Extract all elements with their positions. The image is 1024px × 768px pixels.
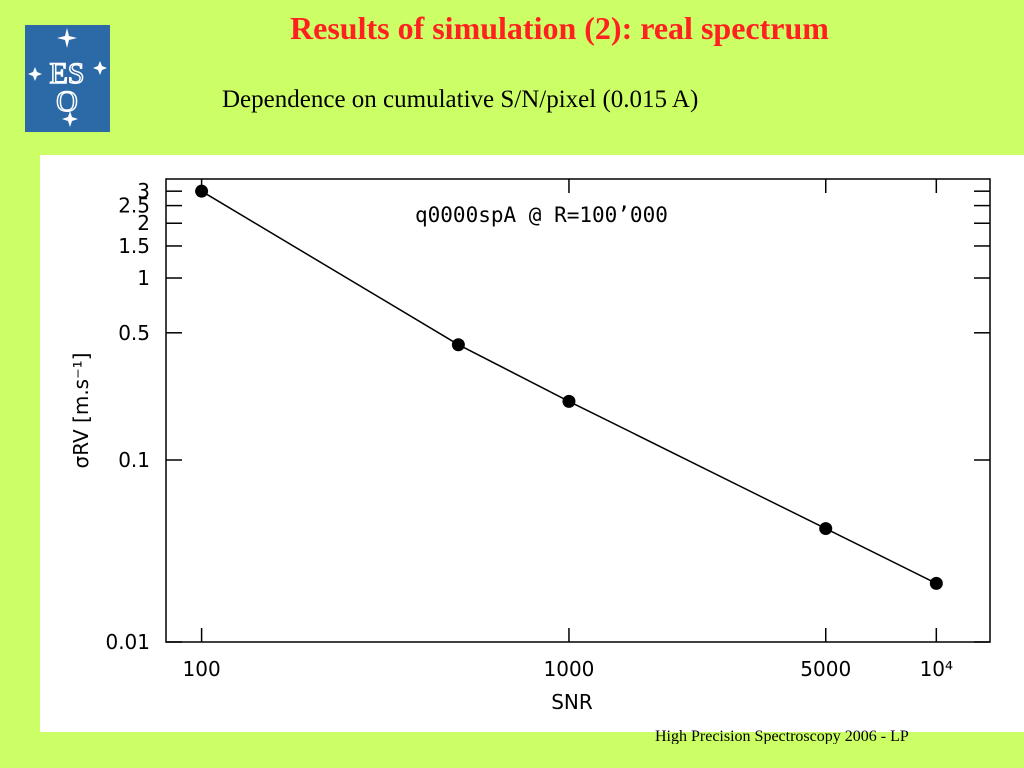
y-tick-label: 1	[137, 266, 150, 290]
data-point	[562, 394, 576, 408]
data-point	[195, 184, 209, 198]
x-tick-label: 1000	[544, 657, 595, 681]
star-icon	[28, 28, 107, 127]
svg-text:O: O	[56, 85, 78, 118]
data-points	[195, 184, 943, 590]
x-tick-label: 5000	[800, 657, 851, 681]
y-axis: 0.01 0.1 0.5 1 1.522.53	[105, 179, 990, 654]
data-point	[451, 338, 465, 352]
svg-text:ES: ES	[49, 57, 84, 90]
y-tick-label: 0.01	[105, 630, 150, 654]
x-tick-label: 10⁴	[920, 657, 953, 681]
y-tick-label: 2	[137, 211, 150, 235]
plot-frame	[165, 178, 991, 643]
x-tick-label: 100	[183, 657, 221, 681]
y-axis-label-group: σRV [m.s⁻¹]	[69, 353, 93, 469]
eso-logo: ES O	[25, 25, 110, 132]
y-tick-label: 0.5	[118, 321, 150, 345]
slide-title: Results of simulation (2): real spectrum	[290, 10, 829, 46]
y-tick-label: 2.5	[118, 194, 150, 218]
sigma-vs-snr-chart: 0.01 0.1 0.5 1 1.522.53 100 1000 5000 10⁴ q0000…	[69, 178, 991, 714]
y-tick-label: 3	[137, 179, 150, 203]
y-axis-label: σRV [m.s⁻¹]	[69, 353, 93, 469]
slide-footer: High Precision Spectroscopy 2006 - LP	[655, 728, 909, 744]
chart-figure: 0.01 0.1 0.5 1 1.5 2 2.5 3 100 1000 5000 10⁴ q0000…	[40, 155, 1024, 732]
y-tick-label: 1.5	[118, 234, 150, 258]
data-point	[929, 576, 943, 590]
slide-subtitle: Dependence on cumulative S/N/pixel (0.01…	[222, 86, 699, 113]
y-tick-label: 0.1	[118, 448, 150, 472]
x-axis: 100 1000 5000 10⁴	[183, 179, 953, 681]
plot-title: q0000spA @ R=100’000	[415, 203, 668, 227]
x-axis-label: SNR	[551, 690, 593, 714]
eso-logo-graphic: ES O	[28, 28, 107, 127]
data-point	[819, 522, 833, 536]
